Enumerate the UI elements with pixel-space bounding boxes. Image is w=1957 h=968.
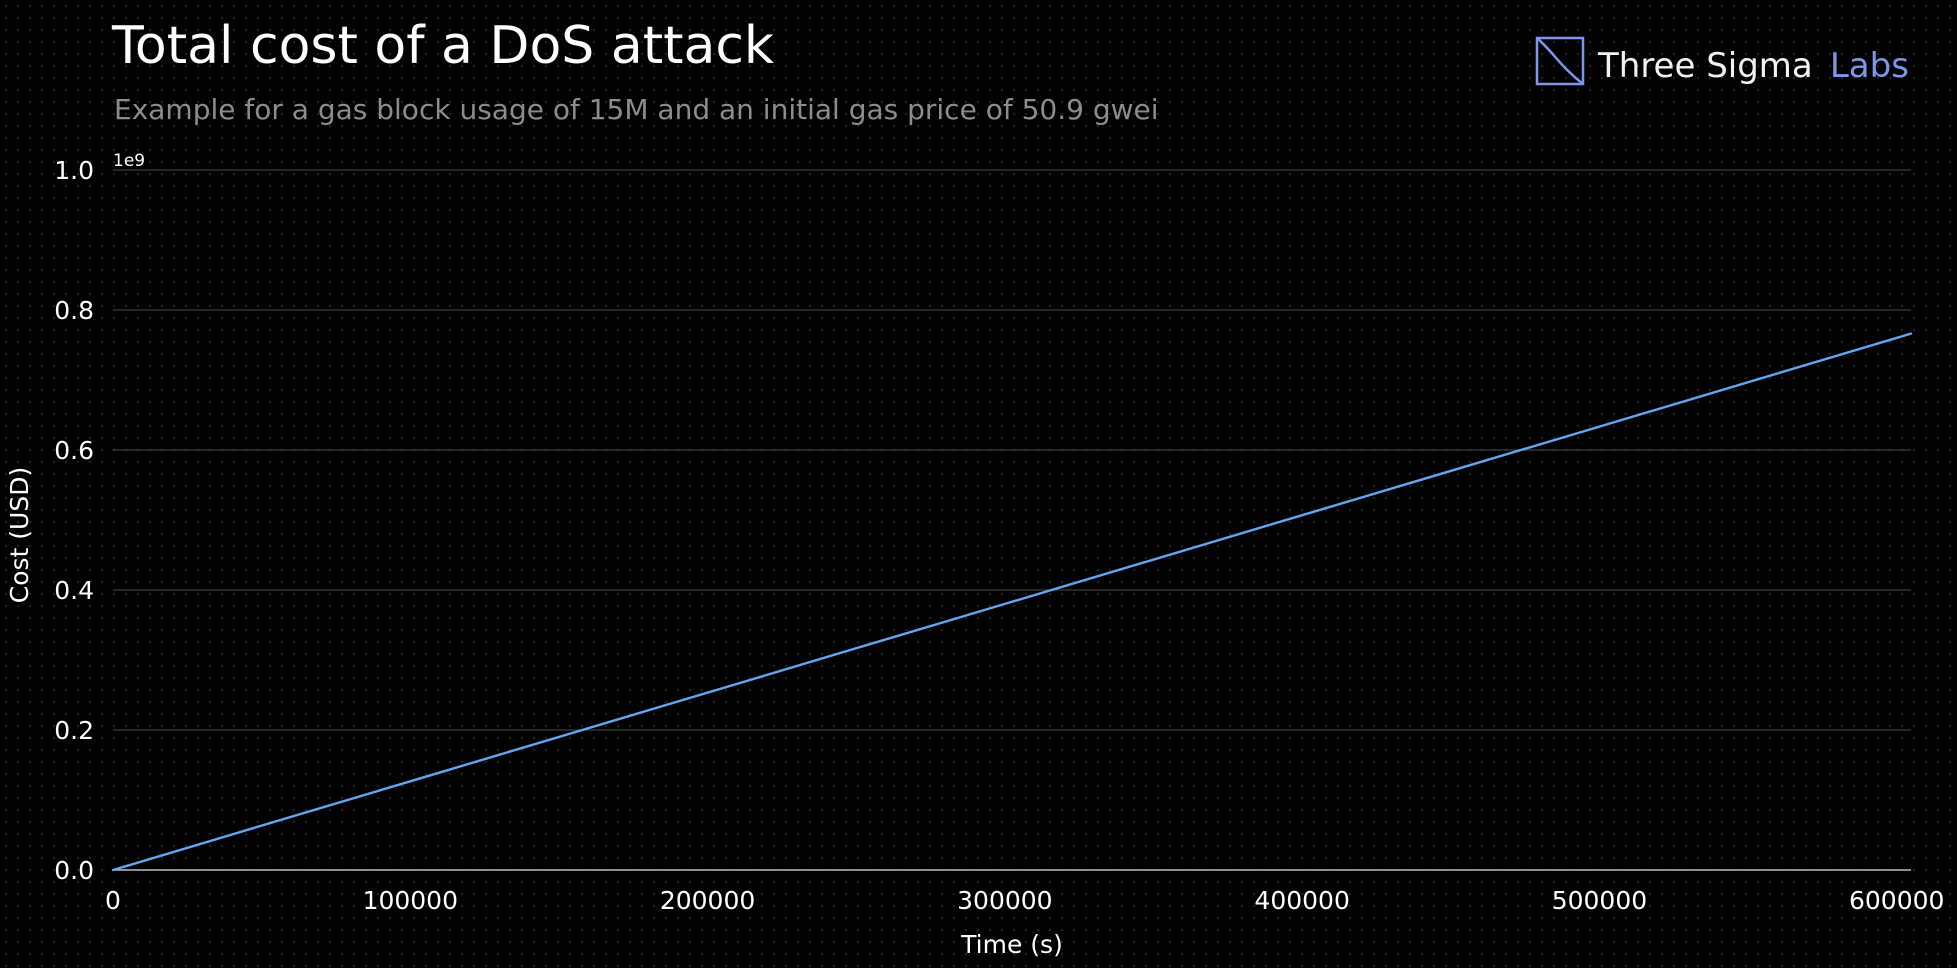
logo: Three Sigma Labs (1535, 36, 1909, 86)
x-tick-label: 600000 (1849, 886, 1944, 915)
y-tick-label: 0.6 (54, 436, 94, 465)
x-tick-label: 500000 (1552, 886, 1647, 915)
chart-subtitle: Example for a gas block usage of 15M and… (114, 93, 1159, 126)
y-tick-label: 0.4 (54, 576, 94, 605)
three-sigma-logo-icon (1535, 36, 1585, 86)
y-offset-label: 1e9 (113, 151, 145, 171)
y-tick-label: 0.0 (54, 856, 94, 885)
chart-title: Total cost of a DoS attack (111, 16, 774, 76)
series-line (111, 332, 1913, 872)
series-layer (111, 332, 1913, 872)
x-tick-label: 0 (105, 886, 121, 915)
logo-name: Three Sigma (1597, 46, 1813, 86)
y-axis-ticks: 0.0 0.2 0.4 0.6 0.8 1.0 (54, 156, 94, 885)
logo-accent: Labs (1830, 46, 1909, 86)
y-tick-label: 0.2 (54, 716, 94, 745)
y-tick-label: 1.0 (54, 156, 94, 185)
x-axis-label: Time (s) (960, 930, 1063, 959)
logo-text: Three Sigma Labs (1597, 46, 1909, 86)
y-tick-label: 0.8 (54, 296, 94, 325)
x-tick-label: 400000 (1254, 886, 1349, 915)
y-axis-label: Cost (USD) (5, 467, 34, 603)
x-tick-label: 300000 (957, 886, 1052, 915)
x-tick-label: 100000 (363, 886, 458, 915)
x-tick-label: 200000 (660, 886, 755, 915)
x-axis-ticks: 0 100000 200000 300000 400000 500000 600000 (105, 886, 1944, 915)
grid (113, 169, 1911, 871)
